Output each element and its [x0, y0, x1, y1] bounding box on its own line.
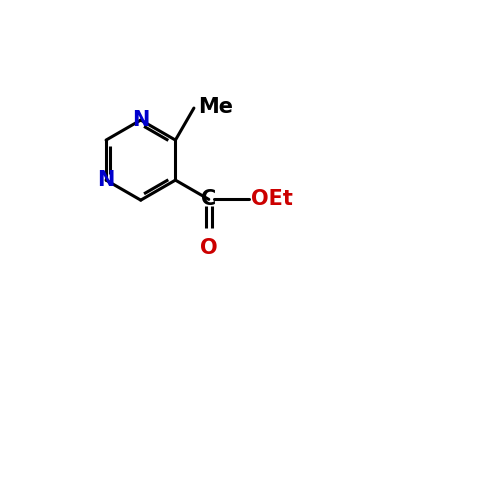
Text: C: C	[201, 190, 216, 210]
Text: Me: Me	[198, 96, 233, 116]
Text: N: N	[132, 110, 150, 130]
Text: O: O	[200, 238, 218, 258]
Text: OEt: OEt	[251, 190, 293, 210]
Text: N: N	[98, 170, 115, 190]
